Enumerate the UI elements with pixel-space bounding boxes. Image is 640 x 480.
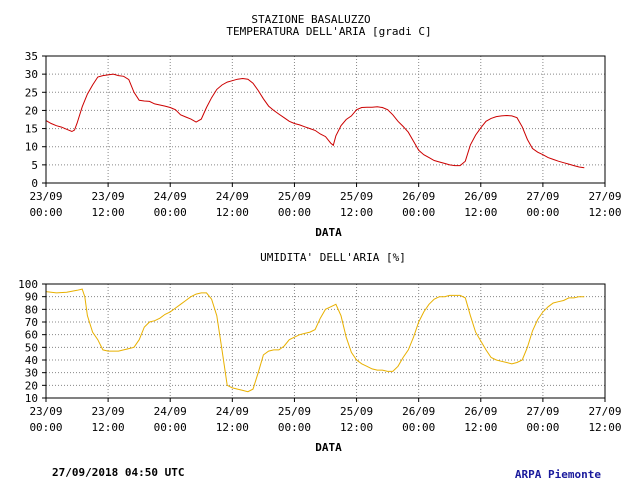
- humidity-x-tick-date: 23/09: [92, 405, 125, 418]
- temperature-x-tick-date: 26/09: [402, 190, 435, 203]
- humidity-grid: [46, 284, 605, 398]
- humidity-y-tick-label: 90: [25, 291, 38, 304]
- temperature-x-tick-time: 00:00: [402, 206, 435, 219]
- humidity-x-tick-time: 00:00: [402, 421, 435, 434]
- humidity-y-tick-label: 20: [25, 379, 38, 392]
- humidity-x-tick-time: 00:00: [526, 421, 559, 434]
- temperature-x-ticks: 23/09 00:00 23/09 12:00 24/09 00:00 24/09 12:00…: [29, 183, 622, 219]
- humidity-y-tick-label: 70: [25, 316, 38, 329]
- temperature-series-line: [45, 73, 585, 169]
- humidity-series-line: [45, 288, 585, 393]
- temperature-y-tick-label: 10: [25, 141, 38, 154]
- temperature-x-tick-time: 00:00: [278, 206, 311, 219]
- temperature-x-tick-time: 00:00: [29, 206, 62, 219]
- temperature-y-tick-label: 35: [25, 50, 38, 63]
- footer-timestamp: 27/09/2018 04:50 UTC: [52, 466, 184, 479]
- humidity-x-tick-time: 00:00: [278, 421, 311, 434]
- humidity-x-tick-date: 26/09: [464, 405, 497, 418]
- humidity-x-tick-date: 24/09: [154, 405, 187, 418]
- humidity-x-tick-date: 27/09: [588, 405, 621, 418]
- temperature-y-tick-label: 0: [31, 177, 38, 190]
- temperature-x-tick-date: 26/09: [464, 190, 497, 203]
- temperature-x-tick-time: 00:00: [154, 206, 187, 219]
- temperature-y-tick-label: 20: [25, 104, 38, 117]
- temperature-x-tick-time: 12:00: [588, 206, 621, 219]
- humidity-y-tick-label: 40: [25, 354, 38, 367]
- humidity-chart-title: UMIDITA' DELL'ARIA [%]: [260, 251, 406, 264]
- humidity-y-tick-label: 50: [25, 341, 38, 354]
- humidity-x-tick-time: 12:00: [340, 421, 373, 434]
- humidity-x-tick-date: 24/09: [216, 405, 249, 418]
- temperature-x-tick-time: 12:00: [216, 206, 249, 219]
- humidity-x-tick-date: 25/09: [278, 405, 311, 418]
- temperature-x-tick-date: 27/09: [588, 190, 621, 203]
- humidity-y-tick-label: 10: [25, 392, 38, 405]
- temperature-chart: 0 5 10 15 20 25 30 35 23/09 00:00 23/09 12:00 24/09…: [25, 50, 622, 239]
- humidity-x-axis-label: DATA: [315, 441, 342, 454]
- humidity-x-tick-date: 25/09: [340, 405, 373, 418]
- humidity-x-tick-date: 26/09: [402, 405, 435, 418]
- humidity-x-tick-date: 27/09: [526, 405, 559, 418]
- temperature-x-tick-date: 25/09: [340, 190, 373, 203]
- humidity-x-tick-time: 12:00: [92, 421, 125, 434]
- temperature-x-tick-date: 23/09: [92, 190, 125, 203]
- footer-credit: ARPA Piemonte: [515, 468, 601, 480]
- temperature-x-tick-date: 23/09: [29, 190, 62, 203]
- station-title: STAZIONE BASALUZZO: [251, 13, 370, 26]
- temperature-y-tick-label: 30: [25, 68, 38, 81]
- temperature-y-tick-label: 5: [31, 159, 38, 172]
- humidity-y-tick-label: 100: [18, 278, 38, 291]
- temperature-plot-frame: [45, 55, 606, 184]
- temperature-chart-title: TEMPERATURA DELL'ARIA [gradi C]: [226, 25, 431, 38]
- humidity-x-tick-time: 00:00: [29, 421, 62, 434]
- temperature-x-tick-date: 27/09: [526, 190, 559, 203]
- humidity-plot-frame: [45, 283, 606, 399]
- humidity-y-tick-label: 30: [25, 367, 38, 380]
- humidity-y-tick-label: 60: [25, 329, 38, 342]
- temperature-y-tick-label: 25: [25, 86, 38, 99]
- temperature-x-tick-time: 12:00: [92, 206, 125, 219]
- humidity-y-tick-label: 80: [25, 303, 38, 316]
- humidity-x-ticks: 23/09 00:00 23/09 12:00 24/09 00:00 24/09 12:00…: [29, 398, 622, 434]
- temperature-y-ticks: 0 5 10 15 20 25 30 35: [25, 50, 46, 190]
- humidity-x-tick-date: 23/09: [29, 405, 62, 418]
- temperature-x-tick-date: 24/09: [154, 190, 187, 203]
- humidity-x-tick-time: 00:00: [154, 421, 187, 434]
- humidity-x-tick-time: 12:00: [216, 421, 249, 434]
- humidity-x-tick-time: 12:00: [588, 421, 621, 434]
- temperature-x-tick-time: 12:00: [340, 206, 373, 219]
- temperature-x-tick-time: 00:00: [526, 206, 559, 219]
- temperature-x-tick-time: 12:00: [464, 206, 497, 219]
- temperature-y-tick-label: 15: [25, 123, 38, 136]
- humidity-x-tick-time: 12:00: [464, 421, 497, 434]
- temperature-x-tick-date: 25/09: [278, 190, 311, 203]
- temperature-grid: [46, 56, 605, 183]
- temperature-x-axis-label: DATA: [315, 226, 342, 239]
- temperature-x-tick-date: 24/09: [216, 190, 249, 203]
